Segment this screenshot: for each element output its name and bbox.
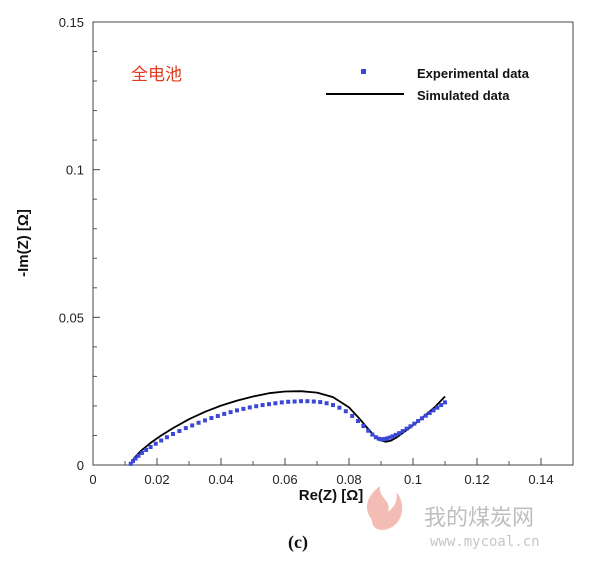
legend-label-experimental: Experimental data <box>417 66 530 81</box>
x-tick-label: 0 <box>89 472 96 487</box>
flame-logo-icon <box>366 486 403 530</box>
experimental-data-point <box>324 401 329 406</box>
experimental-data-point <box>286 399 291 404</box>
experimental-data-point <box>267 402 271 407</box>
plot-area <box>92 21 574 466</box>
experimental-data-point <box>164 435 169 440</box>
experimental-data-point <box>355 418 360 423</box>
experimental-data-point <box>153 441 158 446</box>
experimental-data-point <box>435 405 440 410</box>
experimental-data-point <box>209 416 214 421</box>
watermark: 我的煤炭网 www.mycoal.cn <box>366 486 540 550</box>
experimental-data-point <box>311 399 316 404</box>
experimental-data-point <box>393 432 398 437</box>
x-axis-ticks: 0 0.02 0.04 0.06 0.08 0.1 0.12 0.14 <box>89 458 554 487</box>
y-tick-label: 0.1 <box>66 163 84 178</box>
experimental-data-point <box>241 406 246 411</box>
experimental-data-point <box>203 418 207 423</box>
x-tick-label: 0.04 <box>208 472 233 487</box>
experimental-data-point <box>400 429 405 434</box>
experimental-data-point <box>279 400 284 405</box>
x-tick-label: 0.02 <box>144 472 169 487</box>
experimental-data-point <box>159 438 164 443</box>
experimental-data-point <box>133 456 138 461</box>
watermark-url: www.mycoal.cn <box>430 534 540 550</box>
experimental-data-point <box>376 436 381 441</box>
experimental-data-point <box>247 405 252 410</box>
experimental-data-point <box>128 461 133 466</box>
experimental-data-point <box>318 400 323 405</box>
plot-frame <box>92 21 574 466</box>
x-tick-label: 0.1 <box>404 472 422 487</box>
x-axis-label: Re(Z) [Ω] <box>299 487 364 504</box>
experimental-data-point <box>423 413 428 418</box>
experimental-data-point <box>254 404 259 409</box>
experimental-data-point <box>292 399 297 404</box>
y-tick-label: 0.05 <box>59 310 84 325</box>
y-tick-label: 0 <box>77 458 84 473</box>
experimental-data-point <box>136 453 141 458</box>
experimental-data-point <box>148 444 153 449</box>
y-axis-ticks: 0 0.05 0.1 0.15 <box>59 15 100 473</box>
legend: Experimental data Simulated data <box>326 66 530 103</box>
experimental-data-point <box>331 403 335 408</box>
experimental-data-point <box>343 409 348 414</box>
legend-marker-experimental <box>361 69 366 74</box>
experimental-data-point <box>183 426 188 431</box>
legend-label-simulated: Simulated data <box>417 88 510 103</box>
experimental-data-point <box>387 435 392 440</box>
y-tick-label: 0.15 <box>59 15 84 30</box>
experimental-data-point <box>419 416 424 421</box>
experimental-data-point <box>382 437 387 442</box>
experimental-data-point <box>190 423 195 428</box>
experimental-data-point <box>404 426 409 431</box>
series-layer <box>128 390 447 466</box>
experimental-data-point <box>144 447 149 452</box>
experimental-data-point <box>412 421 417 426</box>
experimental-data-point <box>370 432 375 437</box>
experimental-data-point <box>177 429 182 434</box>
experimental-data-point <box>337 405 342 410</box>
x-tick-label: 0.14 <box>528 472 553 487</box>
experimental-data-point <box>416 418 421 423</box>
experimental-data-point <box>235 408 239 413</box>
experimental-data-point <box>390 434 395 439</box>
experimental-data-point <box>299 399 303 404</box>
experimental-data-point <box>439 403 444 408</box>
experimental-data-point <box>397 431 402 436</box>
experimental-data-point <box>260 403 265 408</box>
experimental-data-point <box>350 413 355 418</box>
experimental-data-point <box>431 408 436 413</box>
experimental-data-point <box>366 428 371 433</box>
annotation-label: 全电池 <box>131 65 182 85</box>
experimental-data-point <box>273 401 278 406</box>
x-tick-label: 0.06 <box>272 472 297 487</box>
experimental-data-point <box>171 431 175 436</box>
x-tick-label: 0.12 <box>464 472 489 487</box>
figure-caption: (c) <box>288 532 308 553</box>
experimental-data-point <box>427 411 432 416</box>
experimental-data-point <box>361 424 366 429</box>
x-tick-label: 0.08 <box>336 472 361 487</box>
experimental-data-point <box>131 459 135 464</box>
experimental-data-point <box>215 413 220 418</box>
watermark-name: 我的煤炭网 <box>424 506 534 531</box>
experimental-data-point <box>408 424 413 429</box>
experimental-data-point <box>196 420 201 425</box>
experimental-data-point <box>228 410 233 415</box>
experimental-data-point <box>305 399 310 404</box>
experimental-data-point <box>373 435 378 440</box>
experimental-data-point <box>443 400 447 405</box>
experimental-data-point <box>222 411 227 416</box>
experimental-data-point <box>385 436 390 441</box>
y-axis-label: -Im(Z) [Ω] <box>15 209 32 277</box>
experimental-data-point <box>139 450 144 455</box>
